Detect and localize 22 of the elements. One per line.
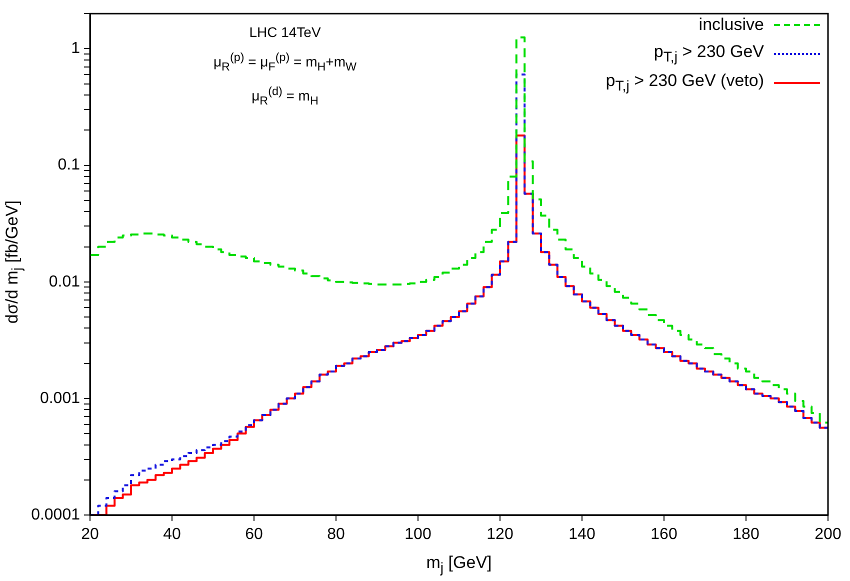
- y-tick-label: 0.01: [48, 273, 80, 290]
- x-tick-label: 160: [650, 526, 678, 544]
- y-tick-label: 1: [71, 40, 80, 58]
- y-tick-label: 0.001: [40, 390, 80, 407]
- x-tick-label: 60: [245, 526, 263, 544]
- annotation: μ$_{R}$$^{(d)}$ = m$_{H}$: [250, 84, 320, 110]
- x-tick-label: 140: [568, 526, 596, 544]
- x-tick-label: 40: [163, 526, 181, 544]
- legend-label: p$_{T,j}$ > 230 GeV (veto): [606, 70, 764, 94]
- y-tick-label: 0.0001: [31, 506, 80, 524]
- x-tick-label: 200: [814, 526, 842, 544]
- x-tick-label: 20: [81, 526, 99, 544]
- x-tick-label: 80: [327, 526, 345, 544]
- y-tick-label: 0.1: [58, 156, 80, 174]
- x-tick-label: 120: [486, 526, 514, 544]
- annotation: LHC 14TeV: [248, 23, 322, 42]
- legend-label: inclusive: [698, 14, 764, 34]
- x-tick-label: 100: [404, 526, 432, 544]
- x-tick-label: 180: [732, 526, 760, 544]
- text: μ$_{R}$$^{(p)}$ = μ$_{F}$$^{(p)}$ = m$_{H}$+m$_{W}$: [213, 51, 357, 74]
- x-axis-title: m$_{j}$ [GeV]: [426, 553, 492, 576]
- legend-label: p$_{T,j}$ > 230 GeV: [654, 42, 764, 66]
